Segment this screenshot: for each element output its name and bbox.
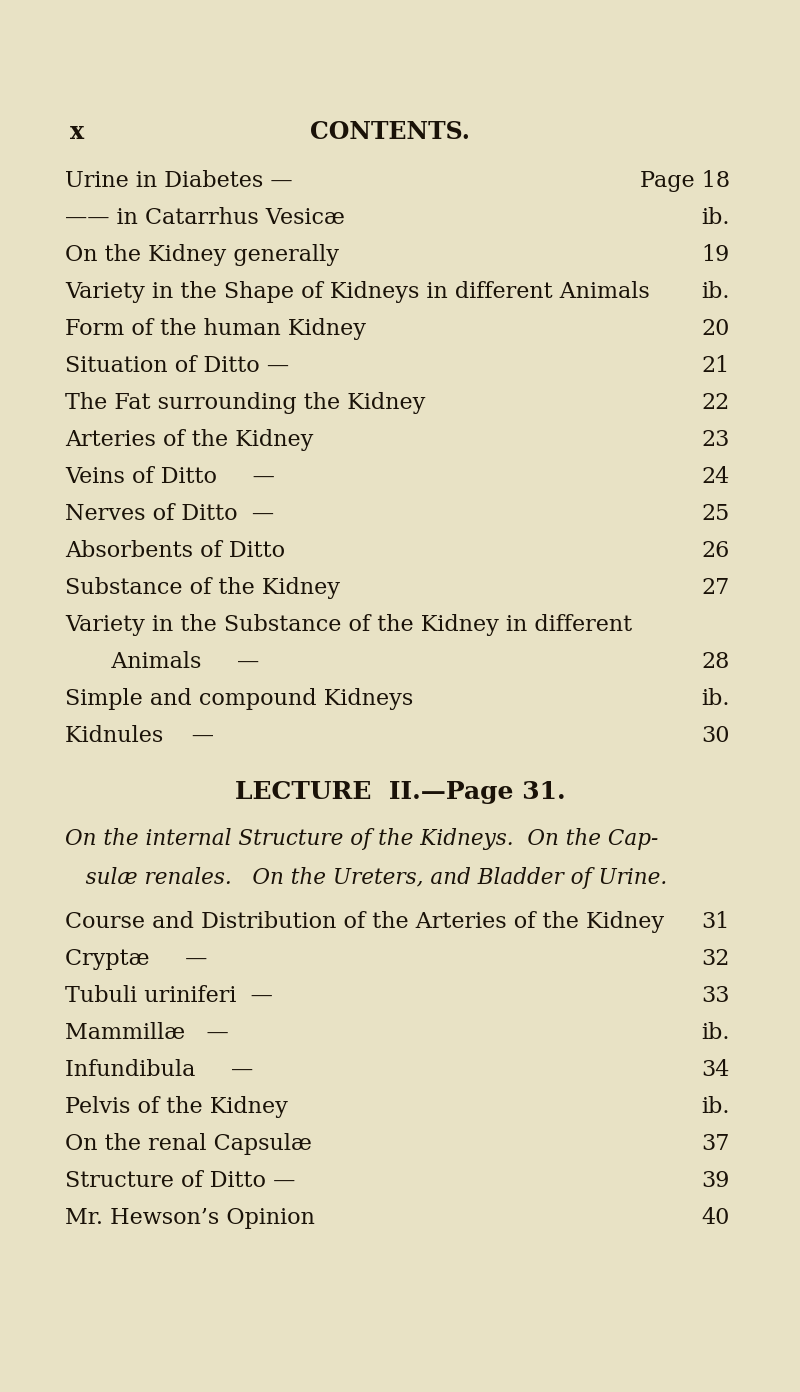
- Text: Mammillæ   —: Mammillæ —: [65, 1022, 229, 1044]
- Text: ib.: ib.: [702, 1022, 730, 1044]
- Text: 20: 20: [702, 317, 730, 340]
- Text: Mr. Hewson’s Opinion: Mr. Hewson’s Opinion: [65, 1207, 315, 1229]
- Text: 23: 23: [702, 429, 730, 451]
- Text: 27: 27: [702, 578, 730, 599]
- Text: Simple and compound Kidneys: Simple and compound Kidneys: [65, 688, 414, 710]
- Text: ib.: ib.: [702, 688, 730, 710]
- Text: ib.: ib.: [702, 281, 730, 303]
- Text: On the internal Structure of the Kidneys.  On the Cap-: On the internal Structure of the Kidneys…: [65, 828, 658, 851]
- Text: x: x: [70, 120, 84, 143]
- Text: Situation of Ditto —: Situation of Ditto —: [65, 355, 289, 377]
- Text: Variety in the Shape of Kidneys in different Animals: Variety in the Shape of Kidneys in diffe…: [65, 281, 650, 303]
- Text: Nerves of Ditto  —: Nerves of Ditto —: [65, 503, 274, 525]
- Text: 19: 19: [702, 244, 730, 266]
- Text: —— in Catarrhus Vesicæ: —— in Catarrhus Vesicæ: [65, 207, 345, 230]
- Text: 21: 21: [702, 355, 730, 377]
- Text: Form of the human Kidney: Form of the human Kidney: [65, 317, 366, 340]
- Text: 24: 24: [702, 466, 730, 489]
- Text: LECTURE  II.—Page 31.: LECTURE II.—Page 31.: [234, 780, 566, 805]
- Text: 40: 40: [702, 1207, 730, 1229]
- Text: Arteries of the Kidney: Arteries of the Kidney: [65, 429, 314, 451]
- Text: 22: 22: [702, 393, 730, 413]
- Text: Tubuli uriniferi  —: Tubuli uriniferi —: [65, 986, 273, 1008]
- Text: 33: 33: [702, 986, 730, 1008]
- Text: On the Kidney generally: On the Kidney generally: [65, 244, 339, 266]
- Text: ib.: ib.: [702, 207, 730, 230]
- Text: 32: 32: [702, 948, 730, 970]
- Text: Structure of Ditto —: Structure of Ditto —: [65, 1171, 295, 1193]
- Text: Infundibula     —: Infundibula —: [65, 1059, 254, 1082]
- Text: Absorbents of Ditto: Absorbents of Ditto: [65, 540, 285, 562]
- Text: CONTENTS.: CONTENTS.: [310, 120, 470, 143]
- Text: Substance of the Kidney: Substance of the Kidney: [65, 578, 340, 599]
- Text: Veins of Ditto     —: Veins of Ditto —: [65, 466, 275, 489]
- Text: Cryptæ     —: Cryptæ —: [65, 948, 207, 970]
- Text: On the renal Capsulæ: On the renal Capsulæ: [65, 1133, 312, 1155]
- Text: Urine in Diabetes —: Urine in Diabetes —: [65, 170, 293, 192]
- Text: ib.: ib.: [702, 1097, 730, 1118]
- Text: Course and Distribution of the Arteries of the Kidney: Course and Distribution of the Arteries …: [65, 912, 664, 934]
- Text: Pelvis of the Kidney: Pelvis of the Kidney: [65, 1097, 288, 1118]
- Text: 37: 37: [702, 1133, 730, 1155]
- Text: Animals     —: Animals —: [90, 651, 259, 672]
- Text: The Fat surrounding the Kidney: The Fat surrounding the Kidney: [65, 393, 426, 413]
- Text: Kidnules    —: Kidnules —: [65, 725, 214, 748]
- Text: Page 18: Page 18: [640, 170, 730, 192]
- Text: 39: 39: [702, 1171, 730, 1193]
- Text: 30: 30: [702, 725, 730, 748]
- Text: 28: 28: [702, 651, 730, 672]
- Text: Variety in the Substance of the Kidney in different: Variety in the Substance of the Kidney i…: [65, 614, 632, 636]
- Text: sulæ renales.   On the Ureters, and Bladder of Urine.: sulæ renales. On the Ureters, and Bladde…: [65, 867, 667, 889]
- Text: 25: 25: [702, 503, 730, 525]
- Text: 26: 26: [702, 540, 730, 562]
- Text: 34: 34: [702, 1059, 730, 1082]
- Text: 31: 31: [702, 912, 730, 934]
